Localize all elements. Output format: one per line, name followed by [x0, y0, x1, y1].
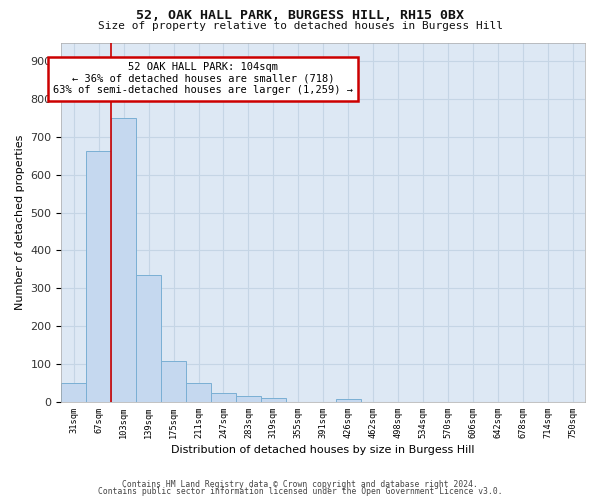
- Y-axis label: Number of detached properties: Number of detached properties: [15, 134, 25, 310]
- Bar: [186, 383, 211, 402]
- Text: 52 OAK HALL PARK: 104sqm
← 36% of detached houses are smaller (718)
63% of semi-: 52 OAK HALL PARK: 104sqm ← 36% of detach…: [53, 62, 353, 96]
- Bar: [236, 396, 261, 402]
- Text: Contains HM Land Registry data © Crown copyright and database right 2024.: Contains HM Land Registry data © Crown c…: [122, 480, 478, 489]
- Bar: [86, 151, 111, 402]
- Bar: [261, 398, 286, 402]
- Bar: [335, 398, 361, 402]
- Bar: [61, 383, 86, 402]
- Bar: [136, 275, 161, 402]
- Text: 52, OAK HALL PARK, BURGESS HILL, RH15 0BX: 52, OAK HALL PARK, BURGESS HILL, RH15 0B…: [136, 9, 464, 22]
- X-axis label: Distribution of detached houses by size in Burgess Hill: Distribution of detached houses by size …: [172, 445, 475, 455]
- Bar: [111, 118, 136, 402]
- Text: Contains public sector information licensed under the Open Government Licence v3: Contains public sector information licen…: [98, 488, 502, 496]
- Bar: [211, 394, 236, 402]
- Text: Size of property relative to detached houses in Burgess Hill: Size of property relative to detached ho…: [97, 21, 503, 31]
- Bar: [161, 361, 186, 402]
